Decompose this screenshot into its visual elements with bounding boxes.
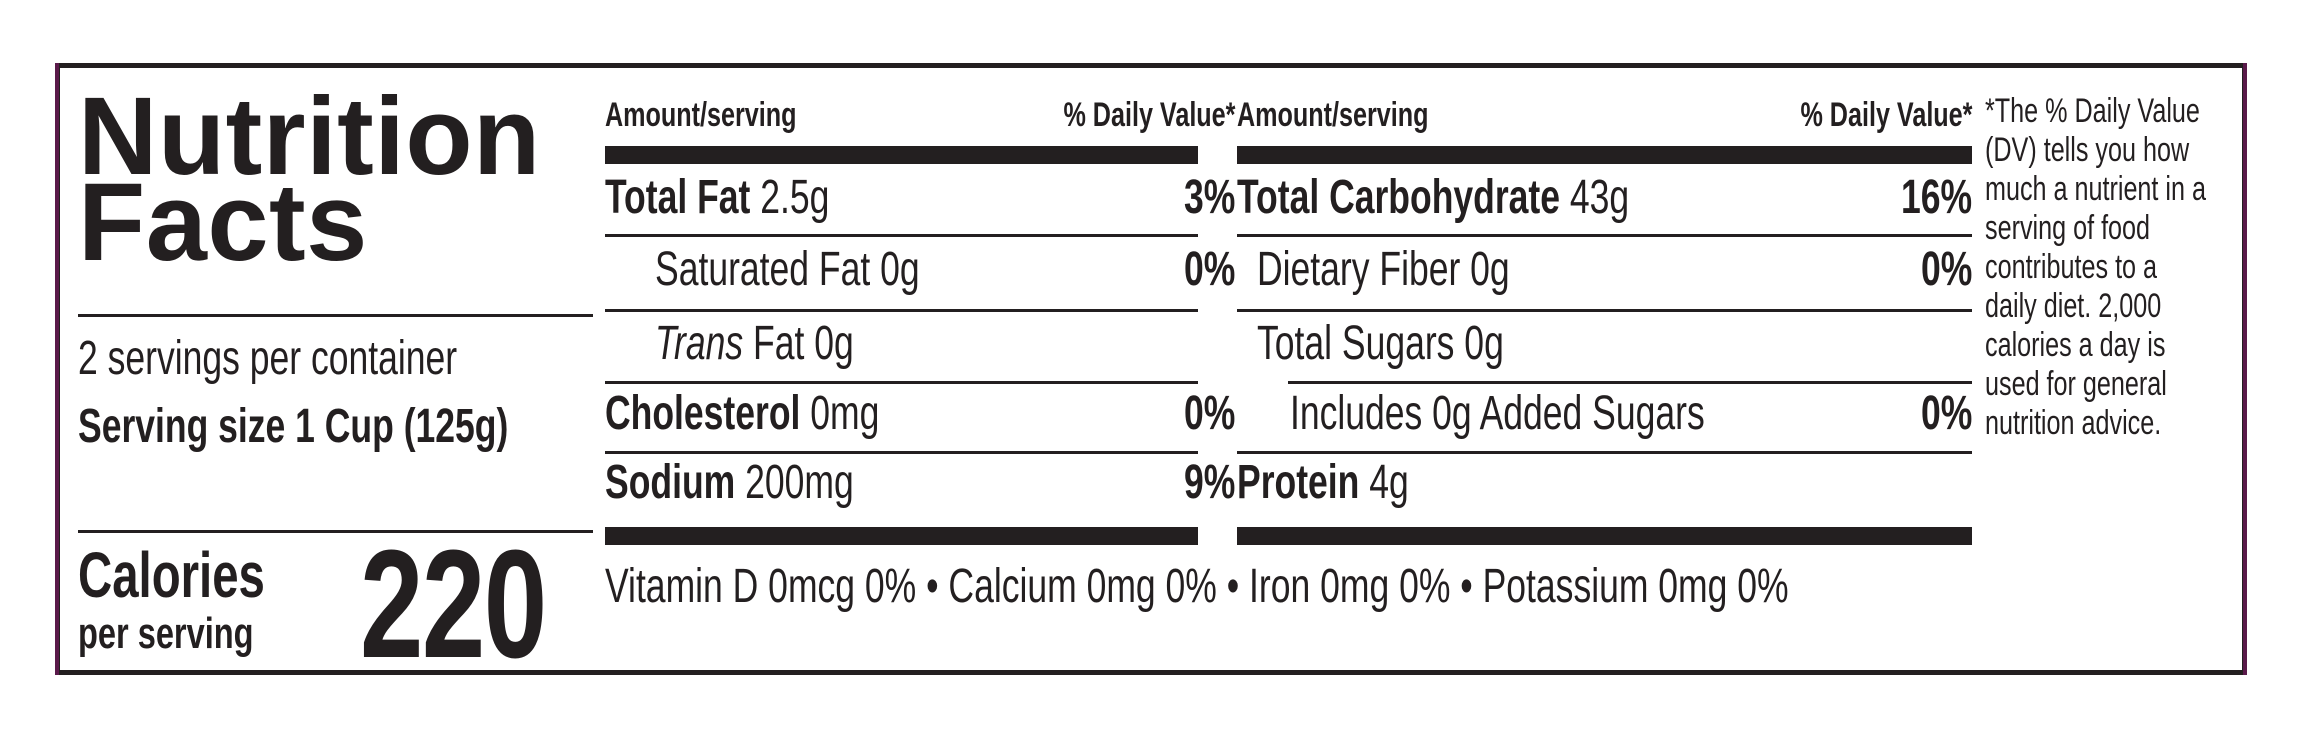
row-divider <box>605 309 1198 312</box>
servings-per-container: 2 servings per container <box>78 332 458 385</box>
dv-sodium: 9% <box>1183 456 1235 509</box>
right-edge-accent <box>2243 63 2247 675</box>
right-thick-rule-bottom <box>1237 527 1972 545</box>
row-cholesterol: Cholesterol 0mg <box>605 387 880 440</box>
calories-divider <box>78 530 593 533</box>
daily-value-footnote: *The % Daily Value (DV) tells you how mu… <box>1985 92 2206 442</box>
title-line-2: Facts <box>78 161 368 284</box>
right-thick-rule-top <box>1237 146 1972 164</box>
row-divider <box>605 234 1198 237</box>
dv-saturated-fat: 0% <box>1183 243 1235 296</box>
left-thick-rule-bottom <box>605 527 1198 545</box>
right-header-dv: % Daily Value* <box>1799 96 1972 134</box>
row-divider <box>1237 451 1972 454</box>
title-line-1: Nutrition <box>78 75 541 198</box>
left-edge-accent <box>55 63 59 675</box>
calories-per-serving: per serving <box>78 609 254 658</box>
row-sodium: Sodium 200mg <box>605 456 854 509</box>
left-thick-rule-top <box>605 146 1198 164</box>
row-divider <box>605 381 1198 384</box>
row-total-fat: Total Fat 2.5g <box>605 171 830 224</box>
calories-label: Calories <box>78 539 265 611</box>
row-trans-fat: Trans Fat 0g <box>655 317 854 370</box>
row-saturated-fat: Saturated Fat 0g <box>655 243 920 296</box>
left-header-amount: Amount/serving <box>605 96 797 134</box>
dv-dietary-fiber: 0% <box>1920 243 1972 296</box>
dv-cholesterol: 0% <box>1183 387 1235 440</box>
row-total-sugars: Total Sugars 0g <box>1257 317 1504 370</box>
row-divider <box>1237 234 1972 237</box>
right-header-amount: Amount/serving <box>1237 96 1429 134</box>
row-divider <box>1237 309 1972 312</box>
title-divider <box>78 314 593 317</box>
dv-total-carbohydrate: 16% <box>1900 171 1972 224</box>
row-protein: Protein 4g <box>1237 456 1409 509</box>
serving-size: Serving size 1 Cup (125g) <box>78 400 509 453</box>
left-header-dv: % Daily Value* <box>1062 96 1235 134</box>
row-total-carbohydrate: Total Carbohydrate 43g <box>1237 171 1630 224</box>
row-divider <box>1288 381 1972 384</box>
dv-added-sugars: 0% <box>1920 387 1972 440</box>
micronutrients-line: Vitamin D 0mcg 0% • Calcium 0mg 0% • Iro… <box>605 560 1789 613</box>
dv-total-fat: 3% <box>1183 171 1235 224</box>
row-divider <box>605 451 1198 454</box>
calories-value: 220 <box>360 518 547 690</box>
row-added-sugars: Includes 0g Added Sugars <box>1290 387 1705 440</box>
row-dietary-fiber: Dietary Fiber 0g <box>1257 243 1510 296</box>
nutrition-facts-panel: Nutrition Facts 2 servings per container… <box>55 63 2247 690</box>
